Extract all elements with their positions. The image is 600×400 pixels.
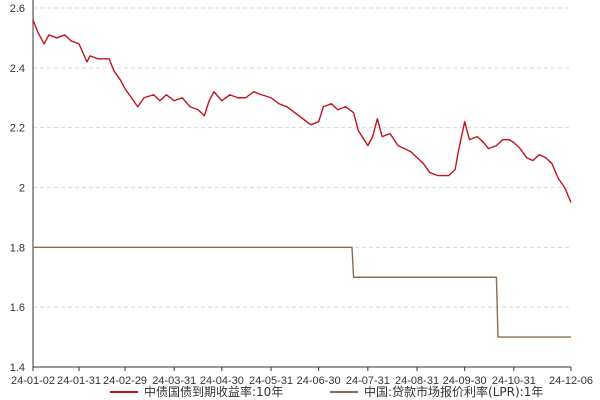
x-tick-label: 24-08-31 — [395, 375, 439, 387]
y-tick-label: 2.6 — [10, 3, 25, 15]
y-tick-label: 2.4 — [10, 63, 25, 75]
series-line-2 — [33, 246, 571, 338]
legend-label: 中国:贷款市场报价利率(LPR):1年 — [364, 384, 543, 399]
x-tick-label: 24-09-30 — [443, 375, 487, 387]
y-tick-label: 1.6 — [10, 302, 25, 314]
legend-label: 中债国债到期收益率:10年 — [144, 384, 283, 399]
x-tick-label: 24-12-06 — [549, 375, 593, 387]
x-tick-label: 24-06-30 — [297, 375, 341, 387]
gridlines — [33, 7, 571, 308]
x-tick-label: 24-07-31 — [346, 375, 390, 387]
x-tick-label: 24-01-02 — [11, 375, 55, 387]
x-tick-label: 24-01-31 — [57, 375, 101, 387]
series-lines — [32, 19, 572, 338]
x-tick-labels: 24-01-02 24-01-31 24-02-29 24-03-31 24-04-30… — [11, 375, 593, 387]
y-tick-label: 2.2 — [10, 123, 25, 135]
axes — [32, 0, 572, 371]
y-tick-labels: 1.4 1.6 1.8 2 2.2 2.4 2.6 — [10, 3, 25, 374]
x-tick-label: 24-10-31 — [492, 375, 536, 387]
y-tick-label: 1.8 — [10, 242, 25, 254]
y-tick-label: 2 — [19, 183, 25, 195]
x-tick-label: 24-05-31 — [249, 375, 293, 387]
legend: 中债国债到期收益率:10年 中国:贷款市场报价利率(LPR):1年 — [110, 384, 543, 399]
y-tick-label: 1.4 — [10, 362, 25, 374]
series-line-1 — [32, 19, 572, 203]
x-tick-label: 24-02-29 — [103, 375, 147, 387]
x-tick-label: 24-03-31 — [152, 375, 196, 387]
x-tick-label: 24-04-30 — [200, 375, 244, 387]
